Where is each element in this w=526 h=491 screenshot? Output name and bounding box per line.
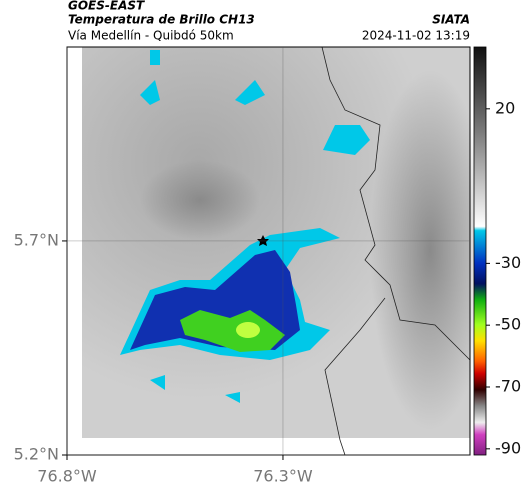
imagery-dark	[140, 160, 260, 240]
colorbar-tick-label: -90	[495, 438, 521, 457]
agency: SIATA	[432, 13, 470, 27]
lon-tick-label: 76.8°W	[37, 467, 97, 486]
lat-tick-label: 5.7°N	[14, 230, 59, 249]
map	[66, 46, 490, 456]
colorbar-tick-label: 20	[495, 98, 515, 117]
datetime: 2024-11-02 13:19	[362, 29, 470, 43]
lon-tick-label: 76.3°W	[253, 467, 313, 486]
subtitle: Vía Medellín - Quibdó 50km	[68, 29, 234, 43]
colorbar-tick-label: -70	[495, 377, 521, 396]
cloud-core	[236, 322, 260, 338]
cloud-coldest	[180, 310, 285, 352]
imagery-dark	[370, 70, 490, 430]
source: GOES-EAST	[68, 0, 145, 13]
colorbar	[473, 46, 487, 456]
border	[321, 46, 471, 456]
lat-tick-label: 5.2°N	[14, 445, 59, 464]
station-marker	[257, 235, 269, 246]
colorbar-tick-label: -30	[495, 253, 521, 272]
cloud-cold	[140, 50, 265, 403]
title: Temperatura de Brillo CH13	[68, 13, 255, 27]
cloud-cold	[323, 125, 370, 155]
colorbar-tick-label: -50	[495, 315, 521, 334]
